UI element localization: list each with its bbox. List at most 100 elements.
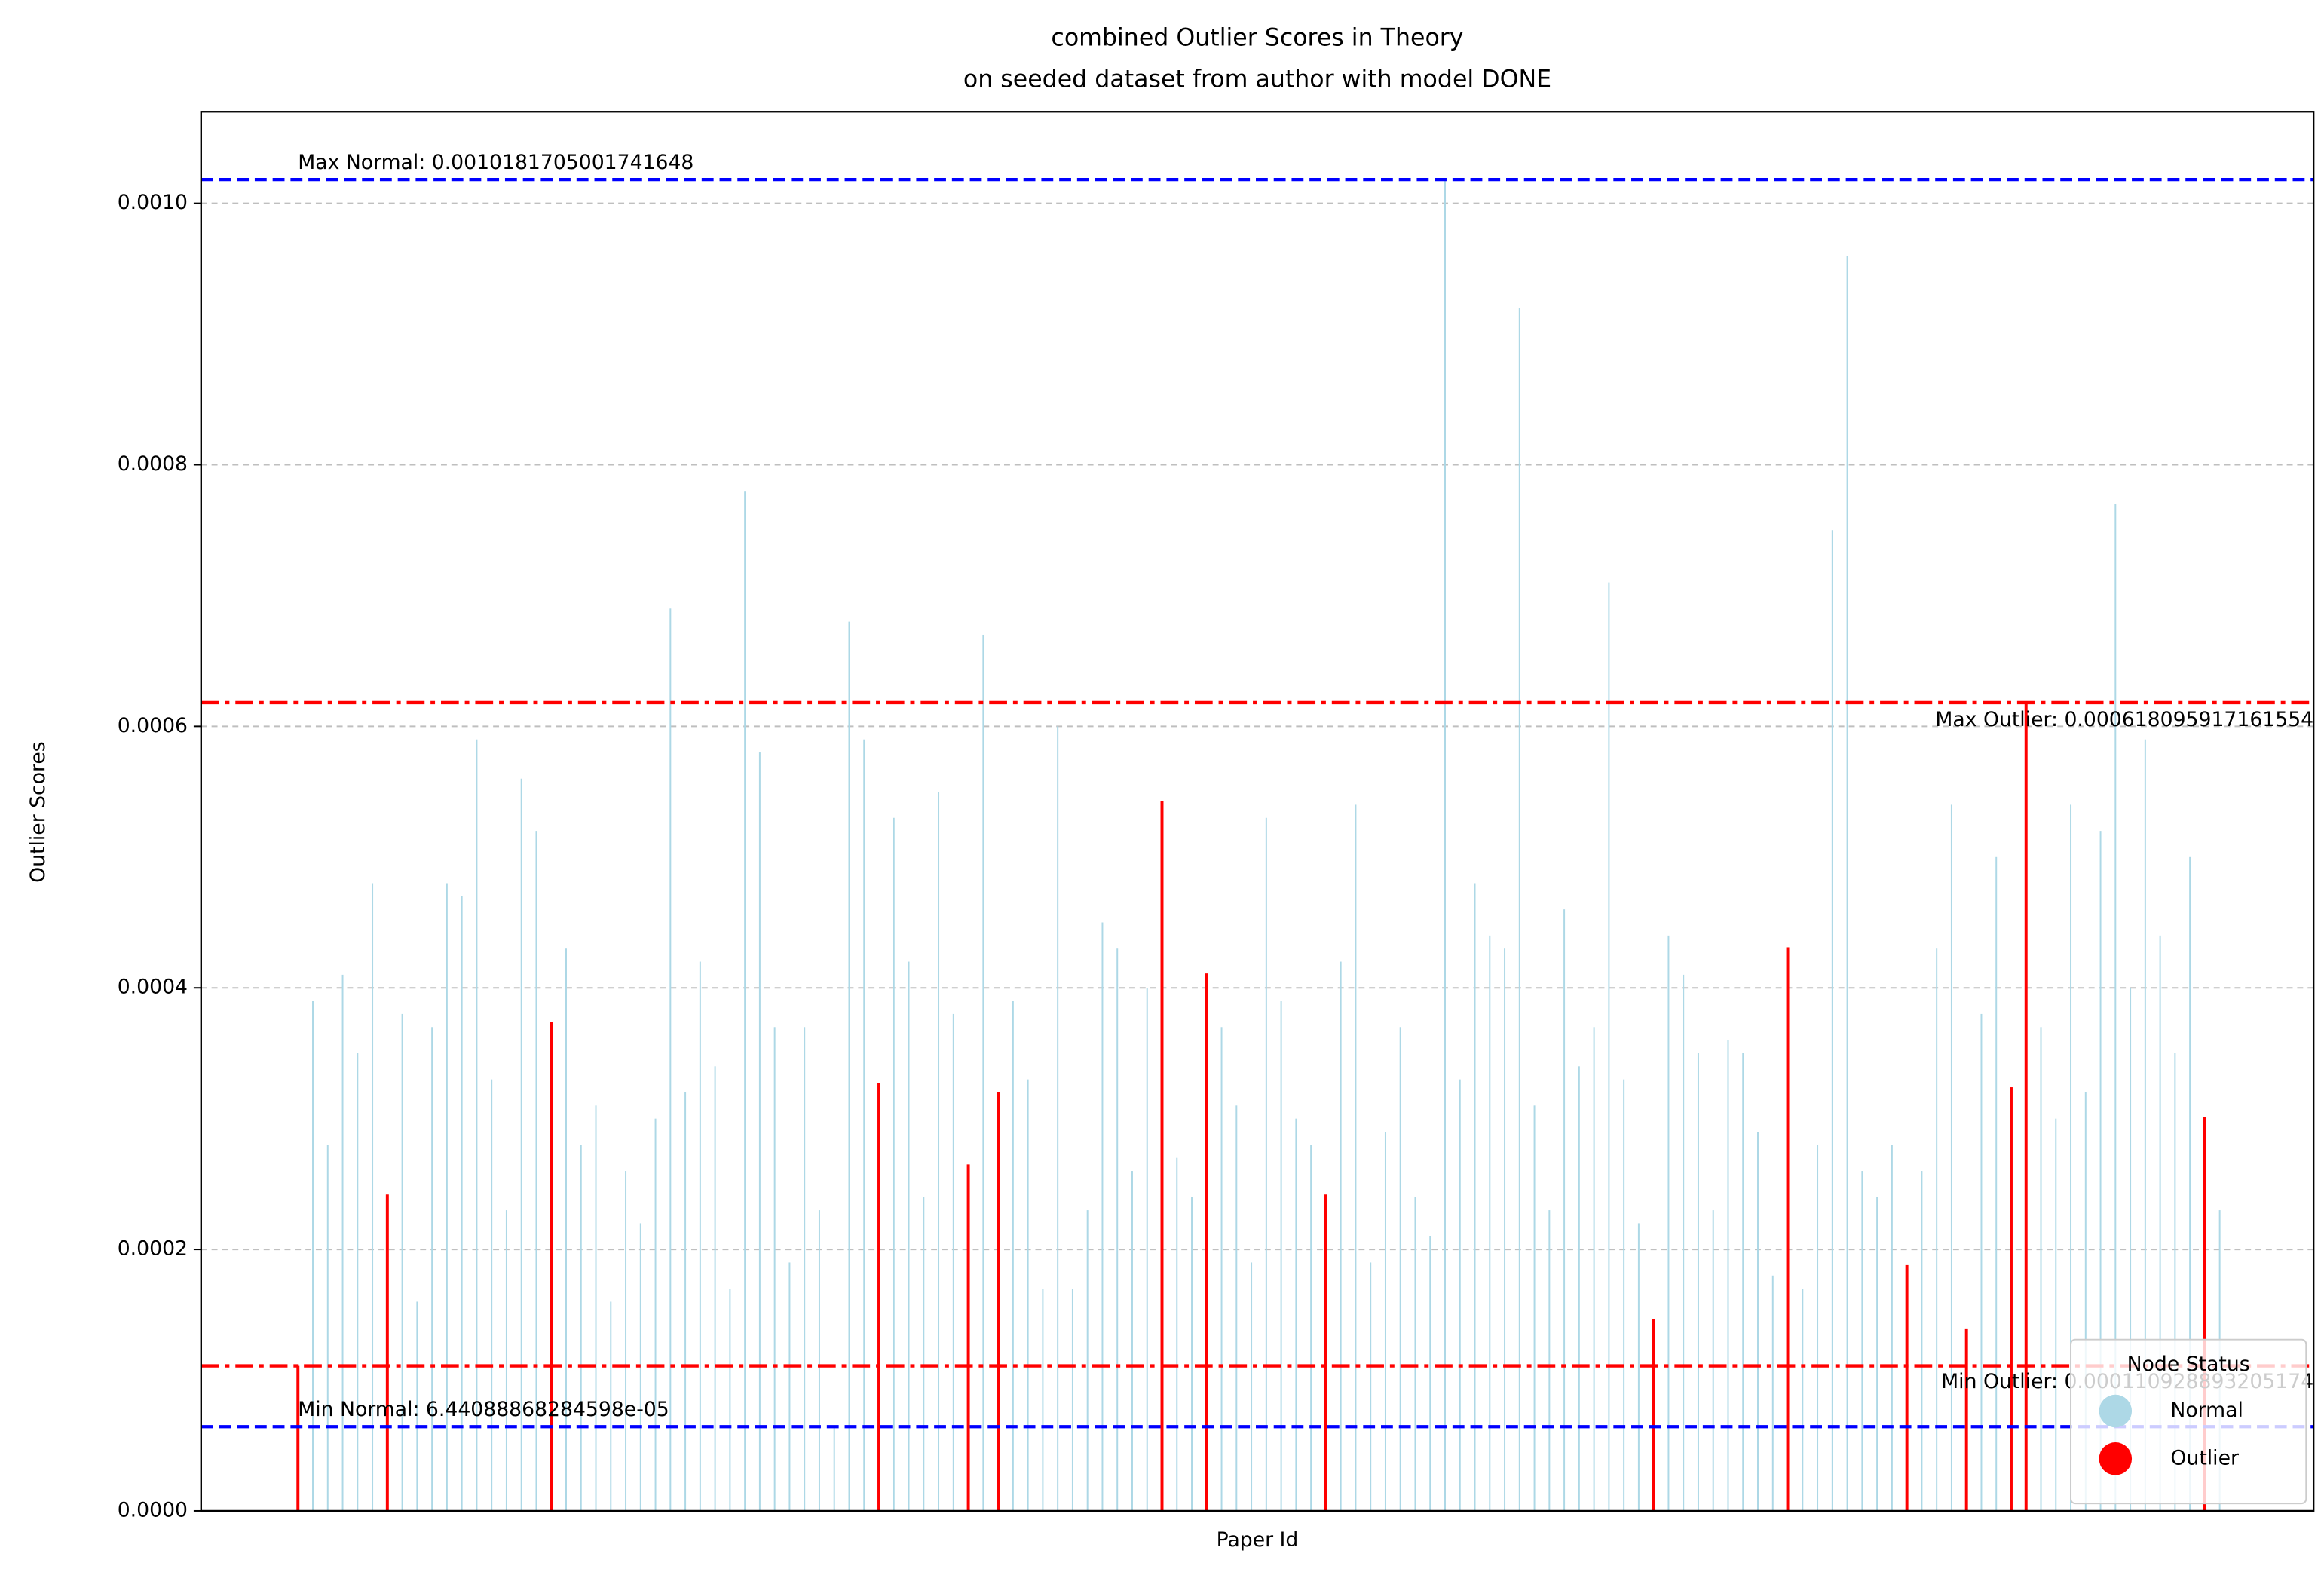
bar (908, 961, 910, 1511)
y-tick-label: 0.0006 (118, 714, 188, 737)
bar (2174, 1053, 2176, 1511)
legend-marker (2099, 1442, 2133, 1475)
bar (1399, 1027, 1401, 1511)
bar (1533, 1105, 1536, 1511)
bar (2114, 504, 2117, 1511)
bar (1057, 726, 1059, 1511)
legend-marker (2099, 1394, 2133, 1428)
bar (431, 1027, 433, 1511)
bar (1086, 1210, 1089, 1511)
reference-label: Min Normal: 6.44088868284598e-05 (298, 1398, 669, 1421)
bar (1563, 909, 1566, 1511)
bar (1608, 582, 1610, 1511)
bar (1324, 1194, 1327, 1511)
bar (1980, 1013, 1983, 1511)
bar (2099, 831, 2102, 1511)
bar (1712, 1210, 1714, 1511)
bar (1786, 947, 1790, 1511)
bar (1683, 974, 1685, 1511)
bar (2040, 1027, 2042, 1511)
bar (1370, 1262, 1372, 1511)
bar (1831, 530, 1833, 1511)
bar (2159, 935, 2161, 1511)
bar (2084, 1092, 2087, 1511)
y-tick-label: 0.0010 (118, 191, 188, 214)
bar (1802, 1289, 1804, 1511)
bar (938, 792, 940, 1511)
bar (1340, 961, 1342, 1511)
bar (520, 778, 522, 1511)
bar (1131, 1171, 1133, 1511)
bar (2203, 1117, 2206, 1511)
bar (1042, 1289, 1044, 1511)
bar (788, 1262, 791, 1511)
bar (1861, 1171, 1863, 1511)
bar (401, 1013, 403, 1511)
chart-subtitle: on seeded dataset from author with model… (963, 66, 1551, 93)
reference-label: Max Outlier: 0.000618095917161554 (1935, 708, 2313, 731)
bar (1727, 1040, 1729, 1511)
bar (2010, 1087, 2013, 1511)
bar (833, 1426, 835, 1511)
bar (610, 1301, 612, 1511)
bar (729, 1289, 731, 1511)
bar (1251, 1262, 1253, 1511)
plot-frame (200, 111, 2315, 1512)
bar (1071, 1289, 1073, 1511)
bar (580, 1145, 582, 1511)
bar (1429, 1236, 1431, 1511)
bar (2070, 804, 2072, 1511)
bar (1295, 1118, 1297, 1511)
bar (1846, 256, 1848, 1511)
bar (744, 491, 746, 1511)
bar (1876, 1197, 1878, 1511)
bar (505, 1210, 507, 1511)
bar (341, 974, 344, 1511)
bar (1205, 973, 1208, 1511)
bar (476, 739, 478, 1511)
bar (2055, 1118, 2057, 1511)
reference-label: Max Normal: 0.0010181705001741648 (298, 151, 694, 174)
bar (848, 621, 850, 1511)
bar (2189, 856, 2191, 1511)
bar (1697, 1053, 1699, 1511)
bar (818, 1210, 820, 1511)
bar (758, 752, 761, 1511)
bar (877, 1083, 880, 1511)
bar (1146, 988, 1148, 1511)
bar (1235, 1105, 1238, 1511)
bar (1623, 1079, 1625, 1511)
bar (714, 1066, 716, 1511)
bar (1504, 948, 1506, 1511)
bar (312, 1001, 314, 1511)
bar (1637, 1223, 1640, 1511)
bar (1891, 1145, 1893, 1511)
bar (1757, 1132, 1759, 1511)
bar (1116, 948, 1119, 1511)
bar (1027, 1079, 1029, 1511)
chart-title: combined Outlier Scores in Theory (1051, 24, 1463, 51)
bar (1101, 922, 1104, 1511)
bar (952, 1013, 954, 1511)
bar (1489, 935, 1491, 1511)
bar (565, 948, 567, 1511)
bar (773, 1027, 776, 1511)
bar (893, 817, 895, 1511)
bar (1921, 1171, 1923, 1511)
bar (1160, 801, 1164, 1511)
bar (1176, 1157, 1178, 1511)
bar (1578, 1066, 1580, 1511)
legend-title: Node Status (2127, 1353, 2250, 1376)
bar (1384, 1132, 1386, 1511)
bar (1474, 883, 1476, 1511)
bar (1964, 1328, 1968, 1511)
bar (1817, 1145, 1819, 1511)
bar (1667, 935, 1670, 1511)
bar (2144, 739, 2146, 1511)
bar (966, 1164, 970, 1511)
y-axis-label: Outlier Scores (26, 741, 50, 883)
bar (1280, 1001, 1282, 1511)
bar (669, 608, 672, 1511)
bar (1459, 1079, 1461, 1511)
bar (357, 1053, 359, 1511)
